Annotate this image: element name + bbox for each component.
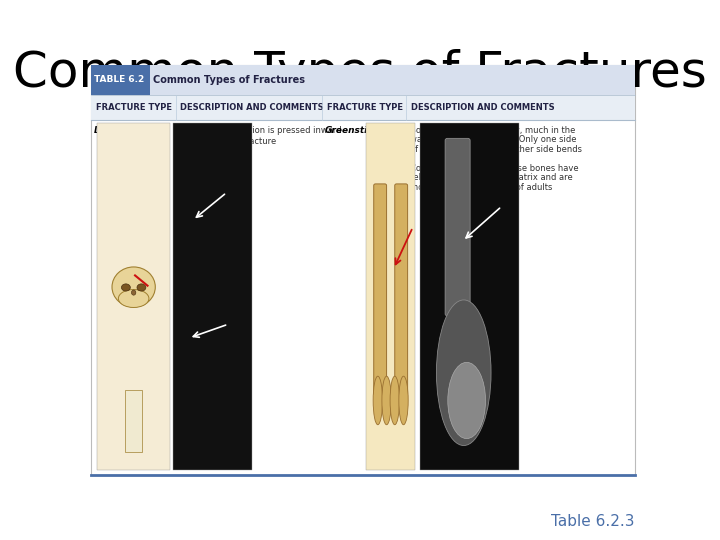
FancyBboxPatch shape xyxy=(445,138,470,316)
Text: way a green twig breaks. Only one side: way a green twig breaks. Only one side xyxy=(410,136,577,144)
Text: TABLE 6.2: TABLE 6.2 xyxy=(94,75,145,84)
Ellipse shape xyxy=(132,290,136,295)
Text: Table 6.2.3: Table 6.2.3 xyxy=(551,514,634,529)
Circle shape xyxy=(112,267,156,307)
Bar xyxy=(173,123,252,470)
Text: FRACTURE TYPE: FRACTURE TYPE xyxy=(96,103,172,112)
Ellipse shape xyxy=(436,300,491,446)
Text: Common Types of Fractures: Common Types of Fractures xyxy=(13,49,707,97)
Text: Common in children, whose bones have: Common in children, whose bones have xyxy=(410,164,578,173)
Ellipse shape xyxy=(122,284,130,291)
Bar xyxy=(97,123,170,470)
Text: more flexible than those of adults: more flexible than those of adults xyxy=(410,183,552,192)
Bar xyxy=(91,94,634,120)
Text: Depressed: Depressed xyxy=(94,126,148,135)
Ellipse shape xyxy=(390,376,400,425)
Text: of the shaft breaks; the other side bends: of the shaft breaks; the other side bend… xyxy=(410,145,582,154)
Ellipse shape xyxy=(118,289,149,307)
Bar xyxy=(91,65,634,475)
FancyBboxPatch shape xyxy=(395,184,408,395)
FancyBboxPatch shape xyxy=(374,184,387,395)
Text: DESCRIPTION AND COMMENTS: DESCRIPTION AND COMMENTS xyxy=(411,103,554,112)
Text: Broken bone portion is pressed inward: Broken bone portion is pressed inward xyxy=(179,126,341,135)
Text: Greenstick: Greenstick xyxy=(325,126,379,135)
Text: DESCRIPTION AND COMMENTS: DESCRIPTION AND COMMENTS xyxy=(180,103,324,112)
Bar xyxy=(91,65,150,94)
Text: FRACTURE TYPE: FRACTURE TYPE xyxy=(327,103,403,112)
Ellipse shape xyxy=(448,362,485,438)
Bar xyxy=(366,123,415,470)
Ellipse shape xyxy=(399,376,408,425)
Ellipse shape xyxy=(373,376,382,425)
Bar xyxy=(420,123,519,470)
Ellipse shape xyxy=(137,284,146,291)
Text: Bone breaks incompletely, much in the: Bone breaks incompletely, much in the xyxy=(410,126,575,135)
Text: Common Types of Fractures: Common Types of Fractures xyxy=(153,75,305,85)
Ellipse shape xyxy=(382,376,391,425)
Text: Typical of skull fracture: Typical of skull fracture xyxy=(179,137,276,146)
Bar xyxy=(91,65,634,94)
Text: relatively more organic matrix and are: relatively more organic matrix and are xyxy=(410,173,572,183)
Bar xyxy=(125,390,142,453)
